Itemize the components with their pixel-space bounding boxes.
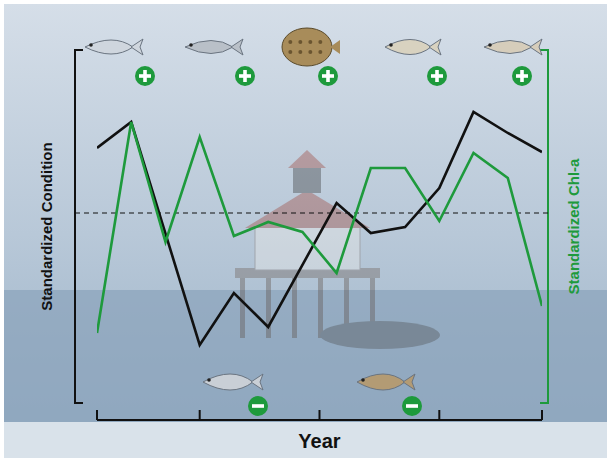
plus-sign [427,66,447,86]
x-tick [199,410,201,420]
x-tick [96,410,98,420]
photo-bg [4,4,607,422]
grid-line [75,212,548,213]
y2-axis-title: Standardized Chl-a [565,158,582,295]
fish-icon [185,39,243,55]
plus-sign [235,66,255,86]
plus-sign [512,66,532,86]
fish-icon [282,28,340,66]
bottom-band [4,422,607,458]
lighthouse [235,150,440,349]
plus-sign [318,66,338,86]
page-bg [0,0,611,458]
chart: Standardized Condition Standardized Chl-a… [0,0,611,458]
x-axis-title: Year [298,430,340,452]
x-tick [319,410,321,420]
x-tick [438,410,440,420]
fish-icon [385,39,441,55]
fish-icon [357,374,415,390]
series-line [97,112,542,345]
water [4,290,607,422]
series-line [97,122,542,333]
y-axis-title: Standardized Condition [38,142,55,310]
y-axis [75,50,83,403]
fish-icon [203,374,263,390]
fish-icon [85,39,143,55]
axes [75,50,548,420]
minus-sign [402,396,422,416]
y2-axis [540,50,548,403]
minus-sign [248,396,268,416]
fish-icon [484,39,542,55]
plus-sign [135,66,155,86]
x-tick [541,410,543,420]
lines [97,112,542,345]
